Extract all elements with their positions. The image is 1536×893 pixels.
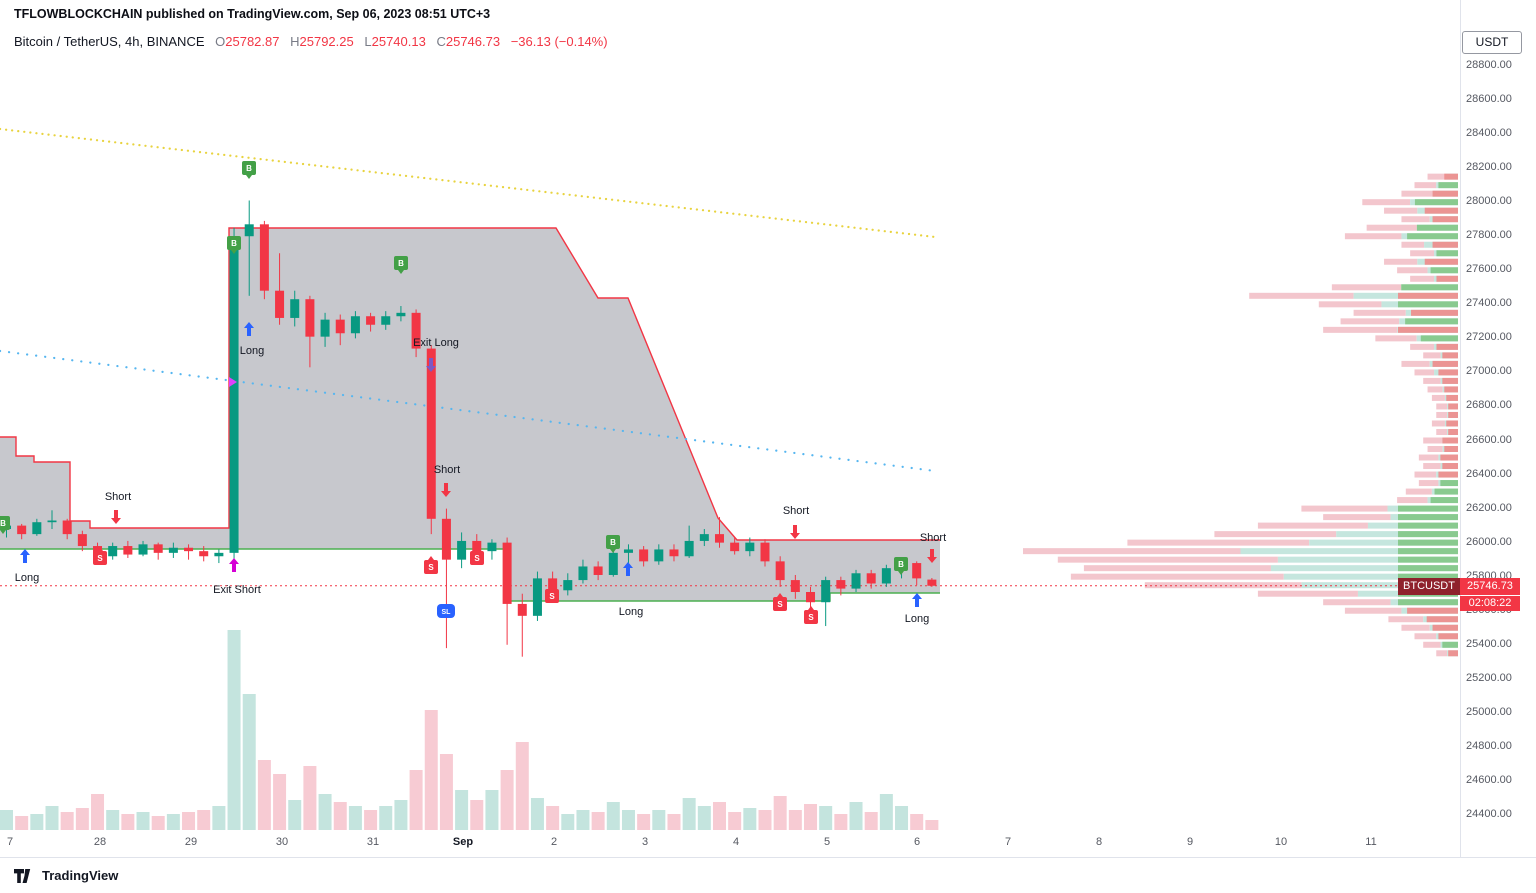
brand-name[interactable]: TradingView bbox=[42, 868, 119, 883]
ohlc-low-value: 25740.13 bbox=[371, 34, 426, 49]
time-tick-label: 7 bbox=[6, 836, 14, 848]
time-tick-label: 7 bbox=[1004, 836, 1012, 848]
price-tick-label: 28400.00 bbox=[1466, 127, 1512, 140]
price-tick-label: 26600.00 bbox=[1466, 433, 1512, 446]
symbol-title[interactable]: Bitcoin / TetherUS, 4h, BINANCE bbox=[14, 34, 205, 49]
price-flag-row: BTCUSDT 25746.73 bbox=[1398, 577, 1520, 595]
ohlc-close-value: 25746.73 bbox=[445, 34, 501, 49]
time-tick-label: 8 bbox=[1095, 836, 1103, 848]
ohlc-open-label: O bbox=[215, 34, 226, 49]
price-flag-price: 25746.73 bbox=[1460, 577, 1520, 595]
svg-text:Long: Long bbox=[905, 613, 929, 625]
svg-text:SL: SL bbox=[442, 609, 452, 616]
price-tick-label: 28200.00 bbox=[1466, 161, 1512, 174]
price-tick-label: 24400.00 bbox=[1466, 808, 1512, 820]
svg-text:S: S bbox=[549, 592, 555, 601]
ohlc-high-value: 25792.25 bbox=[299, 34, 354, 49]
price-tick-label: 27400.00 bbox=[1466, 297, 1512, 310]
price-tick-label: 24600.00 bbox=[1466, 773, 1512, 786]
currency-toggle-usdt[interactable]: USDT bbox=[1462, 31, 1522, 54]
svg-text:S: S bbox=[808, 613, 814, 622]
price-tick-label: 27800.00 bbox=[1466, 229, 1512, 242]
svg-text:B: B bbox=[231, 239, 237, 248]
ohlc-low-label: L bbox=[364, 34, 372, 49]
svg-text:S: S bbox=[474, 554, 480, 563]
price-tick-label: 28000.00 bbox=[1466, 195, 1512, 208]
price-tick-label: 26400.00 bbox=[1466, 467, 1512, 480]
time-tick-label: Sep bbox=[452, 836, 474, 848]
time-tick-label: 5 bbox=[823, 836, 831, 848]
time-tick-label: 28 bbox=[93, 836, 107, 848]
svg-text:S: S bbox=[777, 600, 783, 609]
price-tick-label: 28800.00 bbox=[1466, 59, 1512, 71]
svg-text:Exit Short: Exit Short bbox=[213, 584, 261, 596]
candle-countdown: 02:08:22 bbox=[1460, 595, 1520, 611]
svg-text:B: B bbox=[246, 164, 252, 173]
svg-text:Short: Short bbox=[434, 464, 460, 476]
svg-text:S: S bbox=[97, 554, 103, 563]
price-tick-label: 25200.00 bbox=[1466, 671, 1512, 684]
publish-info: TFLOWBLOCKCHAIN published on TradingView… bbox=[14, 7, 490, 21]
price-tick-label: 27200.00 bbox=[1466, 331, 1512, 344]
svg-text:B: B bbox=[398, 259, 404, 268]
price-tick-label: 24800.00 bbox=[1466, 739, 1512, 752]
time-tick-label: 4 bbox=[732, 836, 740, 848]
price-tick-label: 28600.00 bbox=[1466, 93, 1512, 106]
price-tick-label: 25000.00 bbox=[1466, 705, 1512, 718]
price-tick-label: 26200.00 bbox=[1466, 501, 1512, 514]
price-tick-label: 26000.00 bbox=[1466, 535, 1512, 548]
current-price-flag: BTCUSDT 25746.73 02:08:22 bbox=[1398, 577, 1520, 611]
symbol-bar: Bitcoin / TetherUS, 4h, BINANCE O25782.8… bbox=[14, 34, 608, 49]
svg-text:B: B bbox=[0, 519, 6, 528]
price-change: −36.13 (−0.14%) bbox=[510, 34, 608, 49]
time-tick-label: 10 bbox=[1274, 836, 1288, 848]
time-tick-label: 3 bbox=[641, 836, 649, 848]
svg-text:B: B bbox=[610, 538, 616, 547]
svg-text:Long: Long bbox=[15, 572, 39, 584]
svg-text:Exit Long: Exit Long bbox=[413, 337, 459, 349]
tradingview-logo[interactable] bbox=[14, 868, 34, 884]
time-tick-label: 30 bbox=[275, 836, 289, 848]
svg-text:Short: Short bbox=[105, 491, 131, 503]
time-axis[interactable]: 7 28 29 30 31 Sep 2 3 4 5 6 7 8 9 10 11 bbox=[0, 836, 1536, 858]
svg-text:Short: Short bbox=[783, 505, 809, 517]
time-tick-label: 2 bbox=[550, 836, 558, 848]
price-tick-label: 25400.00 bbox=[1466, 637, 1512, 650]
axis-separator bbox=[1460, 0, 1461, 857]
svg-text:S: S bbox=[428, 563, 434, 572]
publish-text: TFLOWBLOCKCHAIN published on TradingView… bbox=[14, 7, 491, 21]
svg-text:Long: Long bbox=[240, 345, 264, 357]
svg-text:Short: Short bbox=[920, 532, 946, 544]
time-tick-label: 29 bbox=[184, 836, 198, 848]
price-tick-label: 26800.00 bbox=[1466, 399, 1512, 412]
price-flag-symbol: BTCUSDT bbox=[1398, 577, 1460, 595]
time-tick-label: 11 bbox=[1365, 836, 1377, 848]
time-tick-label: 31 bbox=[366, 836, 380, 848]
price-chart-canvas[interactable]: Long Short Exit Short Long Exit Long Short Lon… bbox=[0, 0, 1460, 830]
price-axis[interactable]: 28800.00 28600.00 28400.00 28200.00 28000.00… bbox=[1462, 0, 1536, 830]
svg-text:B: B bbox=[898, 560, 904, 569]
time-tick-label: 6 bbox=[913, 836, 921, 848]
time-tick-label: 9 bbox=[1186, 836, 1194, 848]
svg-text:Long: Long bbox=[619, 606, 643, 618]
price-tick-label: 27600.00 bbox=[1466, 263, 1512, 276]
ohlc-high-label: H bbox=[290, 34, 300, 49]
price-tick-label: 27000.00 bbox=[1466, 365, 1512, 378]
ohlc-open-value: 25782.87 bbox=[225, 34, 280, 49]
footer-bar: TradingView bbox=[0, 857, 1536, 893]
ohlc-close-label: C bbox=[436, 34, 446, 49]
